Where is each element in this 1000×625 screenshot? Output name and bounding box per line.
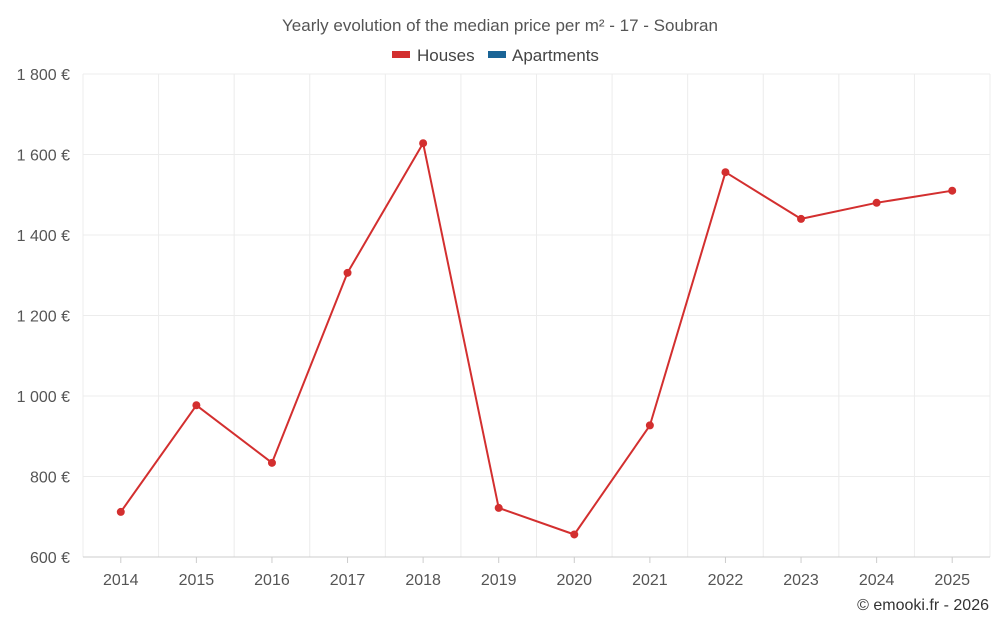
credit: © emooki.fr - 2026 — [857, 597, 989, 614]
y-tick-label: 1 000 € — [17, 389, 70, 406]
data-point-houses[interactable] — [872, 198, 881, 207]
x-gridlines — [82, 74, 991, 557]
x-tick-label: 2021 — [632, 572, 668, 589]
y-tick-label: 1 600 € — [17, 148, 70, 165]
x-tick-label: 2017 — [330, 572, 366, 589]
data-point-houses[interactable] — [343, 268, 352, 277]
data-point-houses[interactable] — [267, 458, 276, 467]
x-tick-label: 2022 — [708, 572, 744, 589]
data-point-houses[interactable] — [494, 503, 503, 512]
legend-label-houses: Houses — [417, 46, 475, 65]
y-tick-label: 1 200 € — [17, 309, 70, 326]
y-tick-label: 1 800 € — [17, 67, 70, 84]
legend-item-apartments[interactable]: Apartments — [488, 46, 599, 65]
x-tick-label: 2014 — [103, 572, 139, 589]
x-axis-ticks: 2014 2015 2016 2017 2018 2019 2020 2021 2022 2023… — [103, 557, 970, 589]
data-point-houses[interactable] — [116, 507, 125, 516]
legend-item-houses[interactable]: Houses — [392, 46, 475, 65]
legend-swatch-houses — [392, 51, 410, 58]
y-axis-ticks: 600 € 800 € 1 000 € 1 200 € 1 400 € 1 600 € 1 … — [17, 67, 70, 567]
x-tick-label: 2019 — [481, 572, 517, 589]
data-point-houses[interactable] — [645, 421, 654, 430]
y-tick-label: 800 € — [30, 470, 70, 487]
y-tick-label: 1 400 € — [17, 228, 70, 245]
x-tick-label: 2015 — [179, 572, 215, 589]
data-point-houses[interactable] — [192, 401, 201, 410]
x-tick-label: 2023 — [783, 572, 819, 589]
y-tick-label: 600 € — [30, 550, 70, 567]
series-layer — [116, 139, 957, 539]
data-point-houses[interactable] — [948, 186, 957, 195]
data-point-houses[interactable] — [419, 139, 428, 148]
x-tick-label: 2025 — [934, 572, 970, 589]
legend: Houses Apartments — [392, 46, 599, 65]
data-point-houses[interactable] — [721, 168, 730, 177]
legend-swatch-apartments — [488, 51, 506, 58]
series-line-houses — [119, 142, 953, 536]
legend-label-apartments: Apartments — [512, 46, 599, 65]
x-tick-label: 2024 — [859, 572, 895, 589]
chart-title: Yearly evolution of the median price per… — [282, 16, 718, 35]
x-tick-label: 2018 — [405, 572, 441, 589]
x-tick-label: 2016 — [254, 572, 290, 589]
x-tick-label: 2020 — [556, 572, 592, 589]
data-point-houses[interactable] — [797, 214, 806, 223]
data-point-houses[interactable] — [570, 530, 579, 539]
